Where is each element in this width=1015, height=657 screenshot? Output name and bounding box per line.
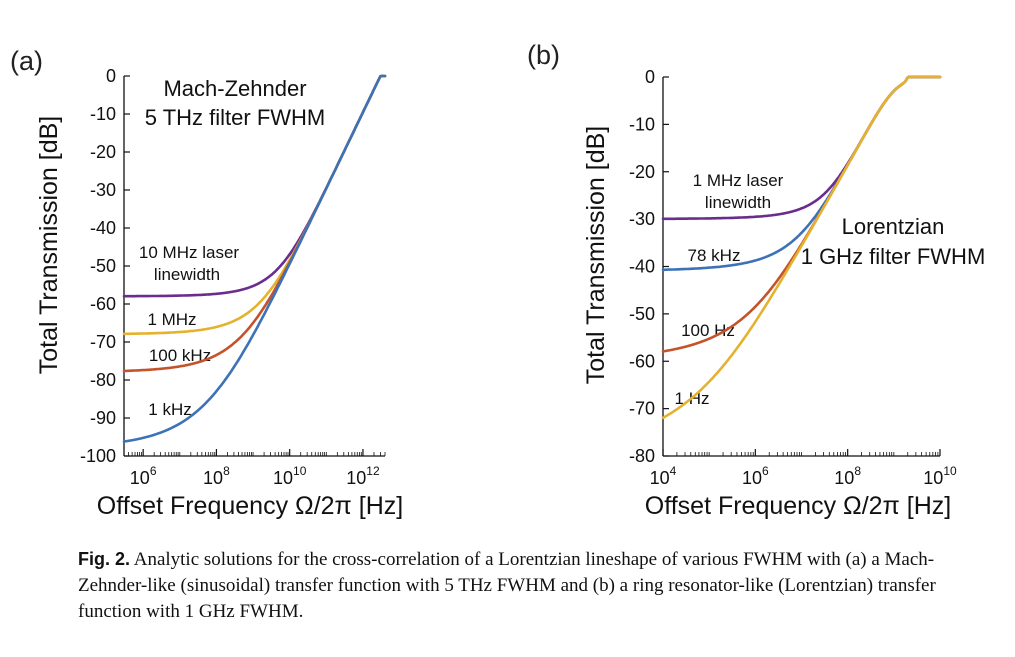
panel-b: (b) Total Transmission [dB] Offset Frequ… xyxy=(527,40,985,520)
panel-a-series-label-1khz: 1 kHz xyxy=(148,400,191,419)
panel-b-series-label-100hz: 100 Hz xyxy=(681,321,735,340)
series-line-4 xyxy=(122,74,387,443)
panel-a-label: (a) xyxy=(10,46,43,76)
x-tick-label: 104 xyxy=(650,464,677,488)
panel-a-title-line2: 5 THz filter FWHM xyxy=(145,105,325,130)
panel-b-series-label-1mhz-line1: 1 MHz laser xyxy=(693,171,784,190)
panel-b-xlabel: Offset Frequency Ω/2π [Hz] xyxy=(645,492,951,520)
y-tick-label: -50 xyxy=(90,256,116,276)
panel-a-xlabel: Offset Frequency Ω/2π [Hz] xyxy=(97,492,403,520)
panel-a-series-label-100khz: 100 kHz xyxy=(149,346,211,365)
caption-text: Analytic solutions for the cross-correla… xyxy=(78,549,936,622)
x-tick-label: 106 xyxy=(130,464,157,488)
panel-b-series-label-1mhz-line2: linewidth xyxy=(705,193,771,212)
panel-a-title-line1: Mach-Zehnder xyxy=(163,76,306,101)
y-tick-label: -30 xyxy=(629,209,655,229)
y-tick-label: -40 xyxy=(629,257,655,277)
caption-label: Fig. 2. xyxy=(78,549,131,569)
y-tick-label: -20 xyxy=(629,162,655,182)
y-tick-label: -10 xyxy=(629,114,655,134)
figure-canvas: (a) Total Transmission [dB] Offset Frequ… xyxy=(10,40,985,520)
panel-a: (a) Total Transmission [dB] Offset Frequ… xyxy=(10,46,403,520)
x-tick-label: 1012 xyxy=(346,464,380,488)
y-tick-label: -60 xyxy=(629,351,655,371)
y-tick-label: -40 xyxy=(90,218,116,238)
x-tick-label: 1010 xyxy=(923,464,957,488)
panel-a-series-label-10mhz-line1: 10 MHz laser xyxy=(139,243,239,262)
panel-b-title-line2: 1 GHz filter FWHM xyxy=(801,244,986,269)
panel-a-ylabel: Total Transmission [dB] xyxy=(35,116,63,374)
y-tick-label: -80 xyxy=(90,370,116,390)
series-line-4 xyxy=(661,75,942,420)
y-tick-label: -60 xyxy=(90,294,116,314)
x-tick-label: 1010 xyxy=(273,464,307,488)
y-tick-label: -70 xyxy=(90,332,116,352)
x-tick-label: 106 xyxy=(742,464,769,488)
x-tick-label: 108 xyxy=(834,464,861,488)
y-tick-label: 0 xyxy=(645,67,655,87)
y-tick-label: -20 xyxy=(90,142,116,162)
x-tick-label: 108 xyxy=(203,464,230,488)
y-tick-label: -70 xyxy=(629,399,655,419)
panel-a-series-label-1mhz: 1 MHz xyxy=(147,310,196,329)
y-tick-label: -100 xyxy=(80,446,116,466)
y-tick-label: -80 xyxy=(629,446,655,466)
panel-a-series-label-10mhz-line2: linewidth xyxy=(154,265,220,284)
panel-b-title-line1: Lorentzian xyxy=(842,214,945,239)
panel-b-series-label-78khz: 78 kHz xyxy=(688,246,741,265)
y-tick-label: 0 xyxy=(106,66,116,86)
panel-b-ylabel: Total Transmission [dB] xyxy=(582,126,610,384)
y-tick-label: -10 xyxy=(90,104,116,124)
figure-caption: Fig. 2. Analytic solutions for the cross… xyxy=(78,546,958,625)
y-tick-label: -90 xyxy=(90,408,116,428)
y-tick-label: -30 xyxy=(90,180,116,200)
y-tick-label: -50 xyxy=(629,304,655,324)
panel-b-label: (b) xyxy=(527,40,560,70)
